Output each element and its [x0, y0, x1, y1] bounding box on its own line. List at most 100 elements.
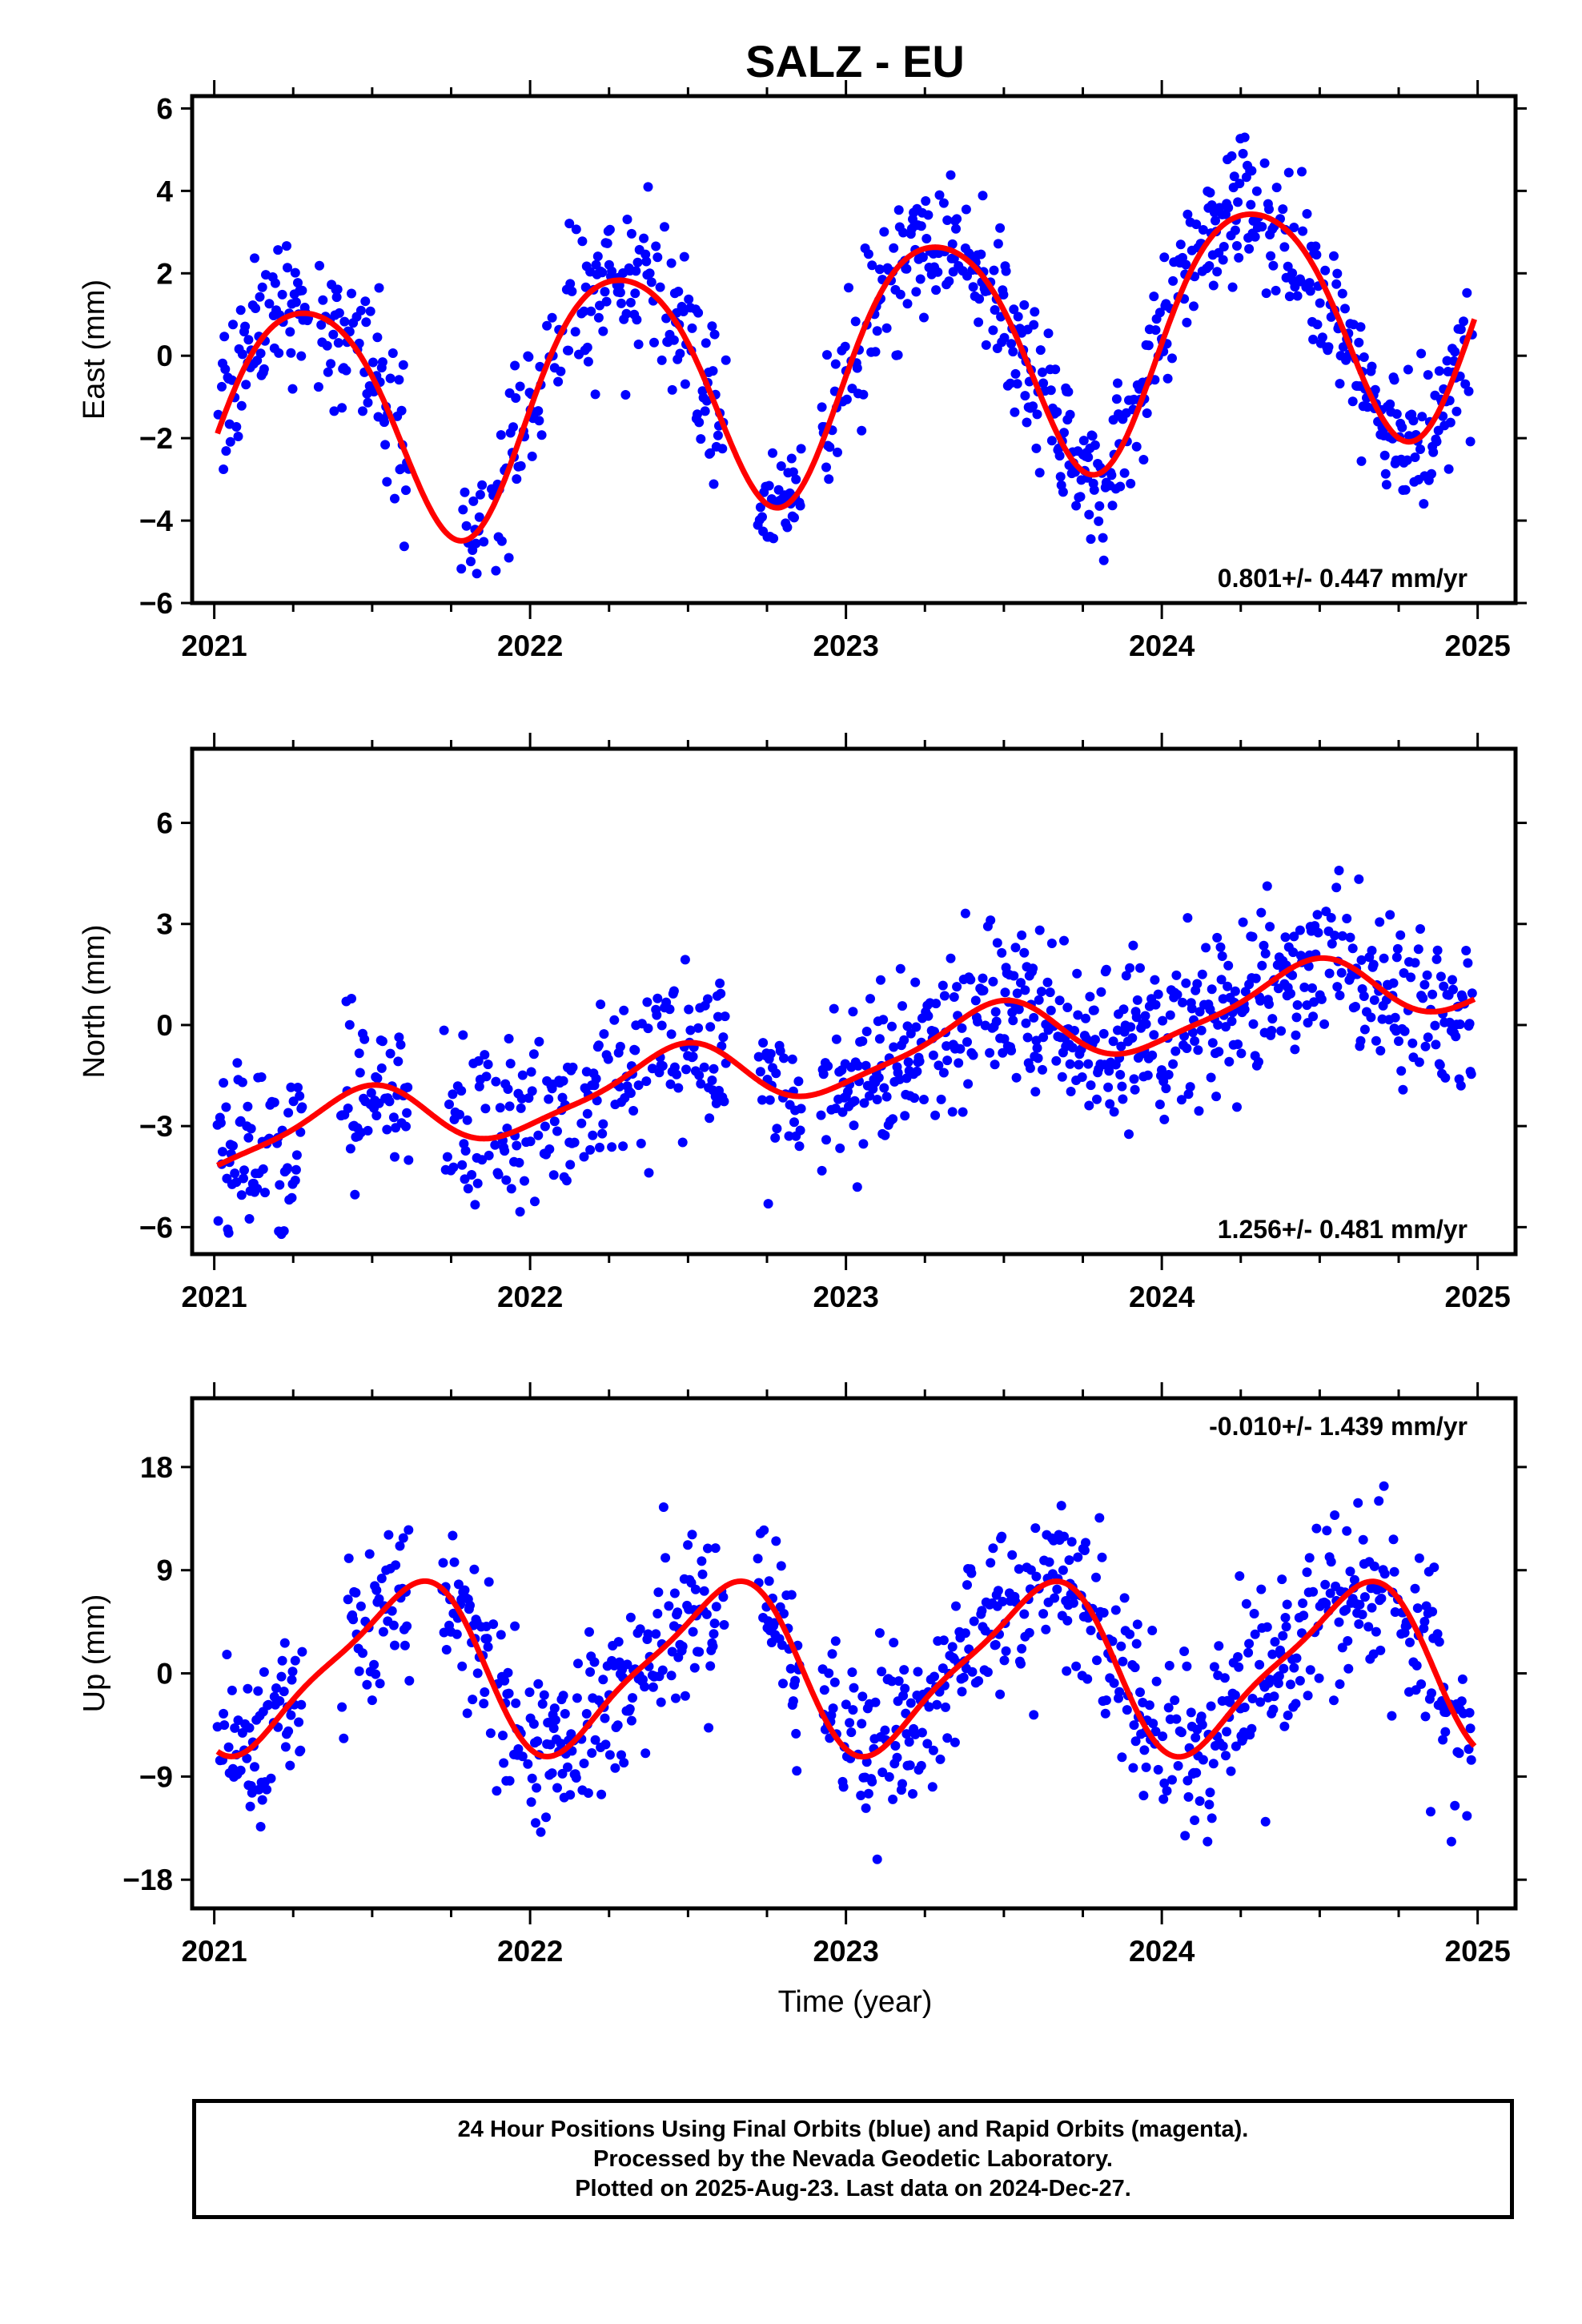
data-point	[1041, 1624, 1051, 1634]
data-point	[1332, 982, 1343, 992]
data-point	[1327, 939, 1337, 949]
data-point	[719, 1096, 729, 1107]
data-point	[374, 283, 384, 293]
data-point	[952, 982, 962, 992]
data-point	[1113, 378, 1122, 388]
data-point	[1046, 436, 1057, 446]
data-point	[1374, 1496, 1384, 1506]
data-point	[1168, 275, 1178, 286]
data-point	[995, 1689, 1006, 1699]
data-point	[243, 1683, 253, 1694]
data-point	[861, 1060, 871, 1071]
axes-frame	[190, 1396, 1518, 1911]
data-point	[942, 215, 953, 225]
data-point	[835, 1143, 845, 1153]
data-point	[1255, 1697, 1266, 1707]
data-point	[1349, 1574, 1359, 1585]
data-point	[511, 1698, 521, 1708]
data-point	[696, 434, 706, 444]
data-point	[1260, 1816, 1271, 1827]
data-point	[633, 1080, 644, 1091]
data-point	[1224, 1056, 1235, 1067]
data-point	[1149, 292, 1159, 302]
data-point	[1430, 1020, 1440, 1031]
data-point	[632, 257, 643, 267]
data-point	[1354, 1619, 1364, 1629]
data-point	[1259, 940, 1269, 951]
data-point	[1191, 1732, 1201, 1743]
data-point	[385, 1048, 396, 1059]
data-point	[858, 389, 869, 400]
data-point	[1229, 171, 1239, 182]
data-point	[1086, 534, 1096, 545]
data-point	[673, 1607, 683, 1618]
data-point	[1431, 436, 1442, 447]
data-point	[656, 355, 667, 365]
data-point	[510, 1621, 520, 1631]
data-point	[552, 1783, 562, 1793]
data-point	[1204, 1799, 1215, 1810]
data-point	[337, 403, 347, 413]
data-point	[1422, 970, 1432, 980]
data-point	[256, 1072, 267, 1082]
data-point	[367, 1695, 377, 1706]
data-point	[1356, 456, 1367, 466]
data-point	[399, 541, 409, 552]
data-point	[1046, 385, 1056, 396]
data-point	[516, 1093, 527, 1104]
data-point	[977, 1606, 987, 1616]
data-point	[1332, 268, 1343, 279]
data-point	[527, 451, 537, 461]
data-point	[255, 292, 265, 302]
data-point	[990, 1639, 1001, 1650]
data-point	[536, 430, 547, 440]
data-point	[287, 1192, 297, 1203]
data-point	[504, 553, 514, 563]
data-point	[1190, 1815, 1200, 1825]
data-point	[264, 299, 275, 309]
data-point	[1011, 1072, 1022, 1083]
data-point	[1244, 1638, 1255, 1649]
data-point	[1129, 1074, 1139, 1084]
data-point	[684, 294, 694, 304]
data-point	[484, 1577, 494, 1587]
data-point	[1227, 1016, 1237, 1027]
data-point	[1150, 325, 1161, 336]
data-point	[401, 1121, 411, 1132]
rate-label: -0.010+/- 1.439 mm/yr	[1209, 1412, 1468, 1441]
data-point	[1122, 1705, 1132, 1715]
data-point	[297, 1102, 307, 1112]
data-point	[539, 1690, 549, 1700]
data-point	[1359, 991, 1369, 1001]
data-point	[1331, 883, 1342, 893]
data-point	[1153, 1764, 1163, 1775]
data-point	[221, 446, 231, 456]
data-point	[904, 1737, 914, 1747]
data-point	[1304, 1553, 1315, 1563]
data-point	[776, 1561, 786, 1571]
data-point	[949, 992, 959, 1002]
data-point	[260, 1188, 270, 1198]
data-point	[669, 1062, 680, 1072]
data-point	[1161, 1084, 1171, 1094]
data-point	[888, 1114, 898, 1124]
data-point	[863, 249, 873, 259]
data-point	[1461, 946, 1472, 955]
data-point	[719, 1620, 729, 1630]
data-point	[1463, 958, 1473, 968]
data-point	[571, 1773, 581, 1783]
data-point	[1062, 1615, 1073, 1626]
data-point	[347, 994, 356, 1003]
data-point	[618, 1141, 628, 1152]
data-point	[291, 297, 301, 308]
data-point	[1464, 1019, 1475, 1029]
data-point	[1345, 1566, 1355, 1577]
data-point	[513, 1744, 524, 1754]
data-point	[788, 467, 798, 477]
data-point	[1234, 1662, 1244, 1672]
footer-line-2: Processed by the Nevada Geodetic Laborat…	[593, 2145, 1113, 2172]
data-point	[595, 1142, 604, 1152]
data-point	[549, 1703, 560, 1714]
data-point	[602, 238, 612, 248]
data-point	[394, 375, 404, 385]
